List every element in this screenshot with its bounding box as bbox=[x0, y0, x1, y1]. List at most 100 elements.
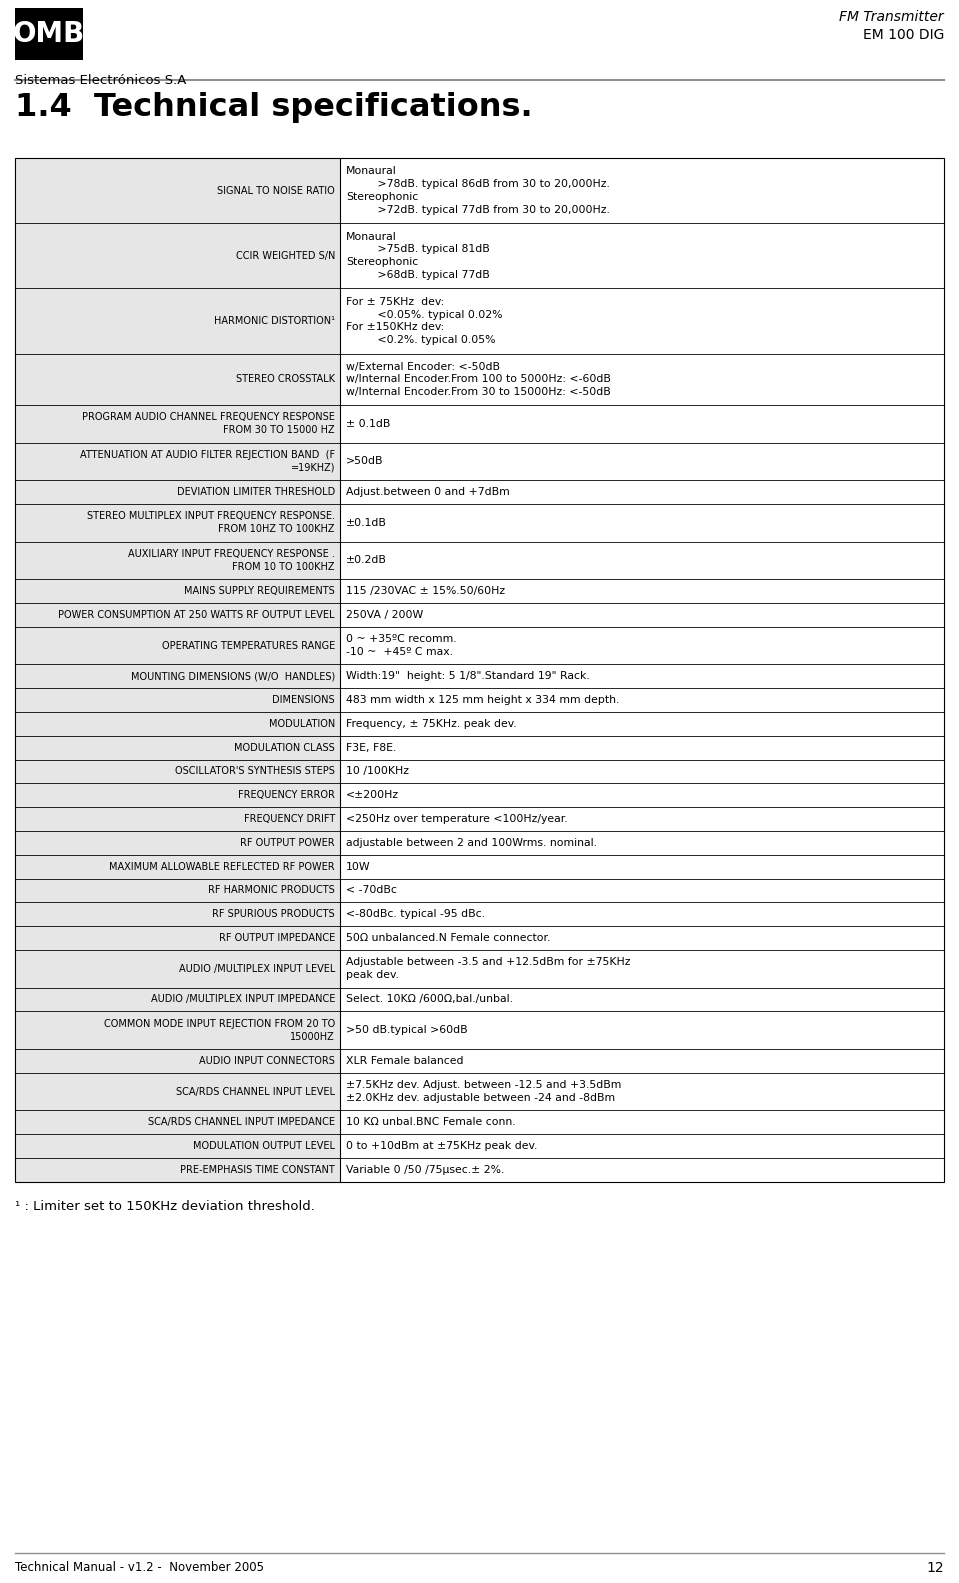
Text: RF HARMONIC PRODUCTS: RF HARMONIC PRODUCTS bbox=[208, 885, 335, 896]
Text: STEREO CROSSTALK: STEREO CROSSTALK bbox=[236, 374, 335, 385]
Text: >50 dB.typical >60dB: >50 dB.typical >60dB bbox=[346, 1026, 468, 1035]
Text: ±7.5KHz dev. Adjust. between -12.5 and +3.5dBm
±2.0KHz dev. adjustable between -: ±7.5KHz dev. Adjust. between -12.5 and +… bbox=[346, 1080, 621, 1103]
Text: AUDIO /MULTIPLEX INPUT IMPEDANCE: AUDIO /MULTIPLEX INPUT IMPEDANCE bbox=[151, 994, 335, 1005]
Text: <250Hz over temperature <100Hz/year.: <250Hz over temperature <100Hz/year. bbox=[346, 814, 568, 825]
Text: SCA/RDS CHANNEL INPUT IMPEDANCE: SCA/RDS CHANNEL INPUT IMPEDANCE bbox=[148, 1118, 335, 1127]
Text: XLR Female balanced: XLR Female balanced bbox=[346, 1056, 463, 1065]
Bar bbox=[15, 689, 340, 712]
Bar bbox=[15, 443, 340, 480]
Bar bbox=[15, 736, 340, 760]
Text: ATTENUATION AT AUDIO FILTER REJECTION BAND  (F
=19KHZ): ATTENUATION AT AUDIO FILTER REJECTION BA… bbox=[80, 450, 335, 473]
Text: MODULATION CLASS: MODULATION CLASS bbox=[234, 742, 335, 752]
Bar bbox=[15, 1159, 340, 1183]
Text: Variable 0 /50 /75μsec.± 2%.: Variable 0 /50 /75μsec.± 2%. bbox=[346, 1165, 504, 1175]
Bar bbox=[15, 950, 340, 988]
Text: SCA/RDS CHANNEL INPUT LEVEL: SCA/RDS CHANNEL INPUT LEVEL bbox=[176, 1086, 335, 1097]
Text: 250VA / 200W: 250VA / 200W bbox=[346, 609, 423, 621]
Bar bbox=[15, 1073, 340, 1110]
Bar bbox=[15, 879, 340, 902]
Text: MODULATION: MODULATION bbox=[269, 719, 335, 728]
Text: PRE-EMPHASIS TIME CONSTANT: PRE-EMPHASIS TIME CONSTANT bbox=[180, 1165, 335, 1175]
Text: OSCILLATOR'S SYNTHESIS STEPS: OSCILLATOR'S SYNTHESIS STEPS bbox=[175, 766, 335, 777]
Bar bbox=[15, 855, 340, 879]
Text: MAINS SUPPLY REQUIREMENTS: MAINS SUPPLY REQUIREMENTS bbox=[184, 586, 335, 597]
Text: SIGNAL TO NOISE RATIO: SIGNAL TO NOISE RATIO bbox=[218, 185, 335, 196]
Text: RF OUTPUT IMPEDANCE: RF OUTPUT IMPEDANCE bbox=[219, 932, 335, 943]
Text: Adjustable between -3.5 and +12.5dBm for ±75KHz
peak dev.: Adjustable between -3.5 and +12.5dBm for… bbox=[346, 958, 630, 980]
Text: 1.4  Technical specifications.: 1.4 Technical specifications. bbox=[15, 92, 532, 123]
Text: MOUNTING DIMENSIONS (W/O  HANDLES): MOUNTING DIMENSIONS (W/O HANDLES) bbox=[130, 671, 335, 681]
Bar bbox=[15, 503, 340, 541]
Text: 115 /230VAC ± 15%.50/60Hz: 115 /230VAC ± 15%.50/60Hz bbox=[346, 586, 505, 597]
Text: RF OUTPUT POWER: RF OUTPUT POWER bbox=[241, 837, 335, 848]
Text: Width:19"  height: 5 1/8".Standard 19" Rack.: Width:19" height: 5 1/8".Standard 19" Ra… bbox=[346, 671, 590, 681]
Text: ±0.1dB: ±0.1dB bbox=[346, 518, 386, 527]
Text: F3E, F8E.: F3E, F8E. bbox=[346, 742, 396, 752]
Bar bbox=[15, 603, 340, 627]
Text: Adjust.between 0 and +7dBm: Adjust.between 0 and +7dBm bbox=[346, 488, 510, 497]
Text: 0 to +10dBm at ±75KHz peak dev.: 0 to +10dBm at ±75KHz peak dev. bbox=[346, 1141, 537, 1151]
Bar bbox=[15, 405, 340, 443]
Text: DIMENSIONS: DIMENSIONS bbox=[272, 695, 335, 704]
Text: DEVIATION LIMITER THRESHOLD: DEVIATION LIMITER THRESHOLD bbox=[176, 488, 335, 497]
Bar bbox=[15, 784, 340, 807]
Text: 0 ~ +35ºC recomm.
-10 ~  +45º C max.: 0 ~ +35ºC recomm. -10 ~ +45º C max. bbox=[346, 635, 456, 657]
Bar bbox=[15, 926, 340, 950]
Text: RF SPURIOUS PRODUCTS: RF SPURIOUS PRODUCTS bbox=[212, 909, 335, 920]
Text: 12: 12 bbox=[926, 1561, 944, 1575]
Text: ¹ : Limiter set to 150KHz deviation threshold.: ¹ : Limiter set to 150KHz deviation thre… bbox=[15, 1200, 315, 1213]
Text: Sistemas Electrónicos S.A: Sistemas Electrónicos S.A bbox=[15, 74, 186, 87]
Text: 10 /100KHz: 10 /100KHz bbox=[346, 766, 409, 777]
Bar bbox=[15, 627, 340, 665]
Text: STEREO MULTIPLEX INPUT FREQUENCY RESPONSE.
FROM 10HZ TO 100KHZ: STEREO MULTIPLEX INPUT FREQUENCY RESPONS… bbox=[87, 511, 335, 533]
Bar bbox=[15, 353, 340, 405]
Text: Frequency, ± 75KHz. peak dev.: Frequency, ± 75KHz. peak dev. bbox=[346, 719, 517, 728]
Bar bbox=[15, 902, 340, 926]
Text: ± 0.1dB: ± 0.1dB bbox=[346, 419, 390, 429]
Text: EM 100 DIG: EM 100 DIG bbox=[863, 28, 944, 43]
Text: Monaural
         >78dB. typical 86dB from 30 to 20,000Hz.
Stereophonic
        : Monaural >78dB. typical 86dB from 30 to … bbox=[346, 166, 610, 215]
Text: OPERATING TEMPERATURES RANGE: OPERATING TEMPERATURES RANGE bbox=[162, 641, 335, 651]
Bar bbox=[15, 541, 340, 579]
Bar bbox=[15, 760, 340, 784]
Bar bbox=[15, 1012, 340, 1050]
Bar bbox=[15, 8, 83, 60]
Bar bbox=[15, 480, 340, 503]
Bar bbox=[15, 223, 340, 288]
Text: FREQUENCY DRIFT: FREQUENCY DRIFT bbox=[244, 814, 335, 825]
Bar bbox=[15, 579, 340, 603]
Bar bbox=[15, 1133, 340, 1159]
Text: >50dB: >50dB bbox=[346, 456, 384, 467]
Text: 10W: 10W bbox=[346, 861, 370, 872]
Text: ±0.2dB: ±0.2dB bbox=[346, 556, 386, 565]
Text: HARMONIC DISTORTION¹: HARMONIC DISTORTION¹ bbox=[214, 317, 335, 326]
Text: adjustable between 2 and 100Wrms. nominal.: adjustable between 2 and 100Wrms. nomina… bbox=[346, 837, 597, 848]
Bar bbox=[15, 988, 340, 1012]
Bar bbox=[15, 665, 340, 689]
Text: 483 mm width x 125 mm height x 334 mm depth.: 483 mm width x 125 mm height x 334 mm de… bbox=[346, 695, 620, 704]
Bar bbox=[15, 158, 944, 1183]
Text: COMMON MODE INPUT REJECTION FROM 20 TO
15000HZ: COMMON MODE INPUT REJECTION FROM 20 TO 1… bbox=[104, 1019, 335, 1042]
Text: AUDIO INPUT CONNECTORS: AUDIO INPUT CONNECTORS bbox=[199, 1056, 335, 1065]
Text: CCIR WEIGHTED S/N: CCIR WEIGHTED S/N bbox=[236, 250, 335, 261]
Bar bbox=[15, 807, 340, 831]
Text: MAXIMUM ALLOWABLE REFLECTED RF POWER: MAXIMUM ALLOWABLE REFLECTED RF POWER bbox=[109, 861, 335, 872]
Bar bbox=[15, 712, 340, 736]
Text: FREQUENCY ERROR: FREQUENCY ERROR bbox=[238, 790, 335, 801]
Bar bbox=[15, 1050, 340, 1073]
Text: <±200Hz: <±200Hz bbox=[346, 790, 399, 801]
Bar bbox=[15, 1110, 340, 1133]
Text: w/External Encoder: <-50dB
w/Internal Encoder.From 100 to 5000Hz: <-60dB
w/Inter: w/External Encoder: <-50dB w/Internal En… bbox=[346, 361, 611, 397]
Text: < -70dBc: < -70dBc bbox=[346, 885, 397, 896]
Text: 50Ω unbalanced.N Female connector.: 50Ω unbalanced.N Female connector. bbox=[346, 932, 550, 943]
Text: Select. 10KΩ /600Ω,bal./unbal.: Select. 10KΩ /600Ω,bal./unbal. bbox=[346, 994, 513, 1005]
Text: PROGRAM AUDIO CHANNEL FREQUENCY RESPONSE
FROM 30 TO 15000 HZ: PROGRAM AUDIO CHANNEL FREQUENCY RESPONSE… bbox=[82, 413, 335, 435]
Text: AUXILIARY INPUT FREQUENCY RESPONSE .
FROM 10 TO 100KHZ: AUXILIARY INPUT FREQUENCY RESPONSE . FRO… bbox=[129, 549, 335, 571]
Text: For ± 75KHz  dev:
         <0.05%. typical 0.02%
For ±150KHz dev:
         <0.2%: For ± 75KHz dev: <0.05%. typical 0.02% F… bbox=[346, 296, 503, 345]
Text: FM Transmitter: FM Transmitter bbox=[839, 9, 944, 24]
Text: Technical Manual - v1.2 -  November 2005: Technical Manual - v1.2 - November 2005 bbox=[15, 1561, 264, 1574]
Bar bbox=[15, 288, 340, 353]
Text: OMB: OMB bbox=[12, 21, 85, 47]
Text: <-80dBc. typical -95 dBc.: <-80dBc. typical -95 dBc. bbox=[346, 909, 485, 920]
Text: 10 KΩ unbal.BNC Female conn.: 10 KΩ unbal.BNC Female conn. bbox=[346, 1118, 516, 1127]
